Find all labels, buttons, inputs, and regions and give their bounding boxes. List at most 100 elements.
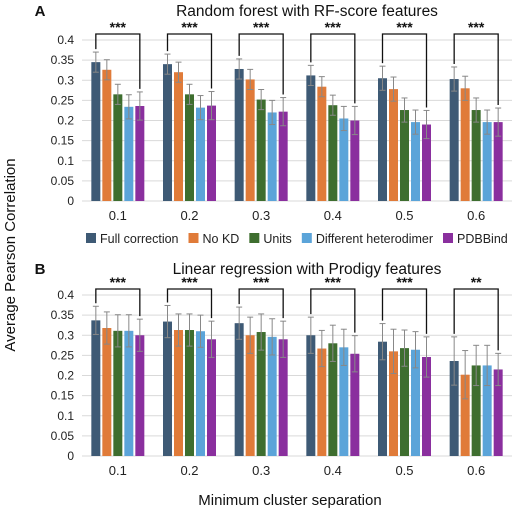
y-tick-label: 0.2 bbox=[57, 114, 74, 128]
x-tick-label: 0.4 bbox=[324, 208, 342, 223]
bar bbox=[471, 110, 481, 201]
panel-b: B Linear regression with Prodigy features… bbox=[35, 261, 512, 478]
legend-label: Full correction bbox=[100, 232, 179, 246]
bar bbox=[245, 335, 255, 456]
bar bbox=[400, 348, 409, 456]
bar bbox=[471, 365, 481, 456]
significance-label: *** bbox=[253, 19, 270, 35]
bar bbox=[267, 112, 277, 201]
bar bbox=[449, 361, 459, 456]
x-axis-label: Minimum cluster separation bbox=[198, 492, 381, 509]
y-tick-label: 0.15 bbox=[51, 134, 75, 148]
bar bbox=[245, 79, 255, 201]
bar bbox=[234, 68, 244, 201]
bar bbox=[124, 106, 134, 201]
significance-bracket bbox=[381, 33, 428, 108]
y-tick-label: 0.2 bbox=[57, 369, 74, 383]
x-tick-label: 0.4 bbox=[324, 463, 342, 478]
bar bbox=[422, 124, 431, 201]
bar bbox=[174, 72, 183, 201]
significance-bracket bbox=[166, 288, 213, 319]
bar bbox=[256, 332, 266, 456]
significance-bracket bbox=[381, 288, 428, 334]
bar bbox=[91, 62, 101, 202]
bar bbox=[422, 356, 431, 456]
x-tick-label: 0.3 bbox=[252, 208, 270, 223]
bar bbox=[350, 353, 360, 456]
x-tick-label: 0.2 bbox=[180, 208, 198, 223]
y-tick-label: 0.1 bbox=[57, 409, 74, 423]
bar bbox=[460, 374, 470, 456]
bar bbox=[91, 320, 101, 456]
significance-bracket bbox=[453, 288, 499, 351]
bar bbox=[378, 78, 387, 201]
bar bbox=[328, 105, 338, 201]
x-tick-label: 0.5 bbox=[395, 463, 413, 478]
significance-label: *** bbox=[468, 19, 485, 35]
legend-swatch bbox=[249, 233, 260, 243]
bar bbox=[339, 347, 349, 456]
bar bbox=[317, 86, 327, 201]
significance-label: *** bbox=[396, 19, 413, 35]
bar bbox=[400, 110, 409, 201]
panel-a: A Random forest with RF-score features 0 0.… bbox=[35, 3, 512, 223]
bar bbox=[493, 369, 503, 456]
y-tick-label: 0.35 bbox=[51, 53, 75, 67]
y-tick-label: 0.3 bbox=[57, 73, 74, 87]
bar bbox=[135, 335, 145, 456]
bar bbox=[185, 330, 194, 456]
significance-label: *** bbox=[110, 274, 127, 290]
bar bbox=[278, 339, 288, 456]
legend-label: No KD bbox=[203, 232, 240, 246]
bar bbox=[449, 79, 459, 201]
significance-label: *** bbox=[110, 19, 127, 35]
bar bbox=[102, 328, 112, 456]
significance-bracket bbox=[166, 33, 213, 89]
bar bbox=[135, 106, 145, 201]
bar bbox=[482, 122, 492, 201]
significance-bracket bbox=[95, 288, 141, 317]
y-tick-label: 0.35 bbox=[51, 308, 75, 322]
bar bbox=[207, 105, 216, 201]
y-tick-label: 0.25 bbox=[51, 348, 75, 362]
significance-bracket bbox=[238, 288, 284, 319]
significance-label: *** bbox=[181, 274, 198, 290]
y-tick-label: 0.4 bbox=[57, 33, 74, 47]
significance-bracket bbox=[95, 33, 141, 89]
bar bbox=[196, 331, 205, 456]
bar bbox=[102, 69, 112, 201]
bar bbox=[317, 348, 327, 456]
y-tick-label: 0 bbox=[67, 194, 74, 208]
y-tick-label: 0.05 bbox=[51, 174, 75, 188]
x-tick-label: 0.1 bbox=[109, 208, 127, 223]
y-tick-label: 0.4 bbox=[57, 288, 74, 302]
bar bbox=[163, 64, 172, 202]
bar bbox=[267, 336, 277, 456]
bar bbox=[174, 330, 183, 456]
significance-label: *** bbox=[181, 19, 198, 35]
bar bbox=[339, 118, 349, 201]
bar bbox=[389, 89, 398, 201]
bar bbox=[389, 351, 398, 456]
panel-title: Random forest with RF-score features bbox=[176, 3, 438, 20]
significance-bracket bbox=[310, 33, 356, 104]
panel-label: B bbox=[35, 261, 46, 278]
y-tick-label: 0.05 bbox=[51, 429, 75, 443]
bar bbox=[306, 75, 316, 201]
x-tick-label: 0.1 bbox=[109, 463, 127, 478]
legend-label: Different heterodimer bbox=[316, 232, 433, 246]
x-tick-label: 0.2 bbox=[180, 463, 198, 478]
bar bbox=[163, 321, 172, 456]
significance-label: *** bbox=[253, 274, 270, 290]
bar bbox=[185, 94, 194, 201]
significance-label: *** bbox=[325, 19, 342, 35]
legend-swatch bbox=[86, 233, 96, 243]
y-tick-label: 0 bbox=[67, 449, 74, 463]
bar bbox=[207, 339, 216, 456]
legend: Full correction No KD Units Different heter… bbox=[86, 232, 508, 246]
bar bbox=[411, 122, 420, 201]
x-tick-label: 0.6 bbox=[467, 463, 485, 478]
bar bbox=[350, 120, 360, 201]
bar bbox=[113, 330, 123, 456]
